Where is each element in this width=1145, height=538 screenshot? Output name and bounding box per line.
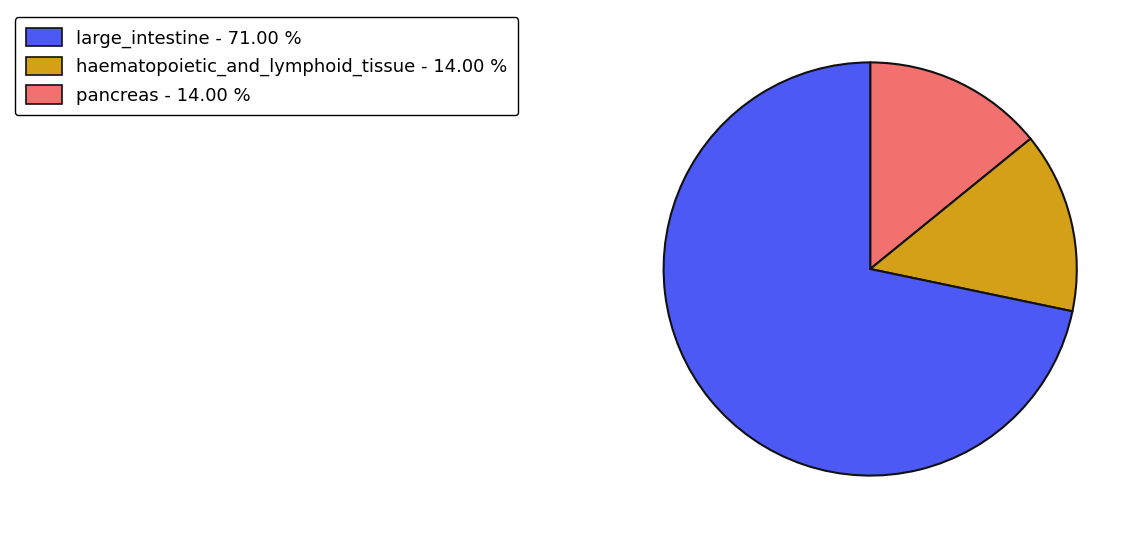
Legend: large_intestine - 71.00 %, haematopoietic_and_lymphoid_tissue - 14.00 %, pancrea: large_intestine - 71.00 %, haematopoieti…	[15, 17, 519, 115]
Wedge shape	[664, 62, 1073, 476]
Wedge shape	[870, 139, 1076, 312]
Wedge shape	[870, 62, 1030, 269]
